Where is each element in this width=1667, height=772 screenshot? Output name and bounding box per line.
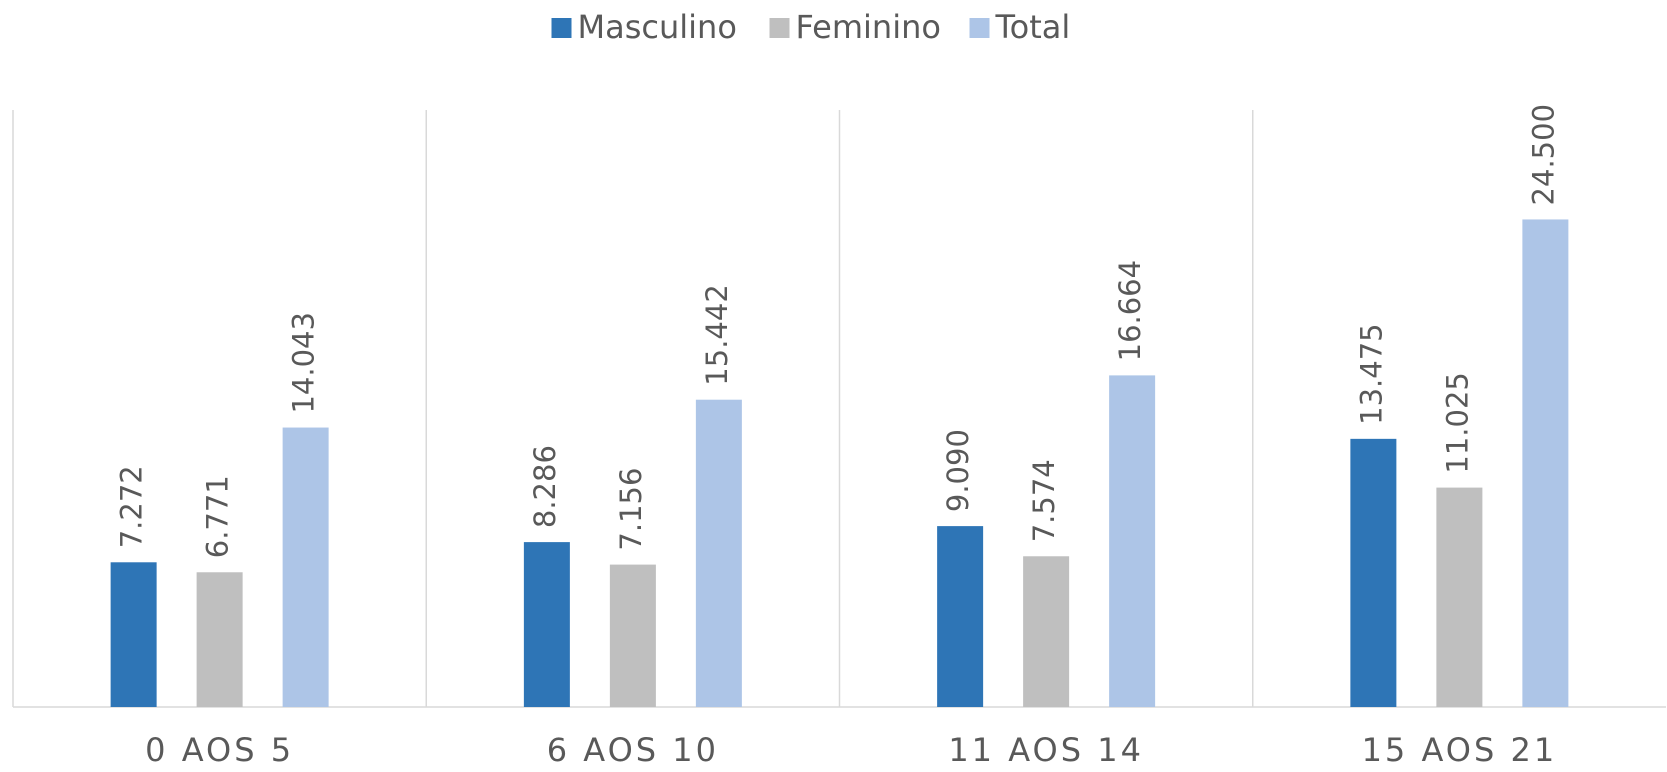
value-label: 11.025: [1440, 372, 1474, 473]
bar: [282, 427, 329, 707]
legend-label: Total: [995, 8, 1071, 46]
x-tick-label: 0 AOS 5: [145, 731, 294, 769]
x-tick-label: 15 AOS 21: [1362, 731, 1558, 769]
value-label: 8.286: [528, 445, 562, 528]
bar: [1023, 556, 1070, 707]
bar: [695, 399, 742, 707]
bar: [196, 572, 243, 707]
bar: [609, 564, 656, 707]
bar: [1350, 438, 1397, 707]
value-label: 7.574: [1027, 459, 1061, 542]
value-label: 24.500: [1526, 104, 1560, 205]
bar: [1522, 219, 1569, 707]
value-label: 15.442: [700, 284, 734, 385]
value-label: 9.090: [941, 429, 975, 512]
bar: [937, 526, 984, 707]
legend-label: Masculino: [578, 8, 737, 46]
value-label: 14.043: [287, 312, 321, 413]
value-label: 16.664: [1113, 260, 1147, 361]
legend-label: Feminino: [796, 8, 941, 46]
bar: [523, 542, 570, 707]
value-label: 7.272: [115, 465, 149, 548]
legend-swatch: [769, 18, 790, 38]
value-label: 7.156: [614, 468, 648, 551]
bar: [1109, 375, 1156, 707]
x-tick-label: 6 AOS 10: [547, 731, 719, 769]
x-tick-label: 11 AOS 14: [948, 731, 1144, 769]
legend-swatch: [969, 18, 990, 38]
bar: [1436, 487, 1483, 707]
legend-swatch: [551, 18, 572, 38]
value-label: 6.771: [201, 475, 235, 558]
value-label: 13.475: [1354, 323, 1388, 424]
bar: [110, 562, 157, 707]
